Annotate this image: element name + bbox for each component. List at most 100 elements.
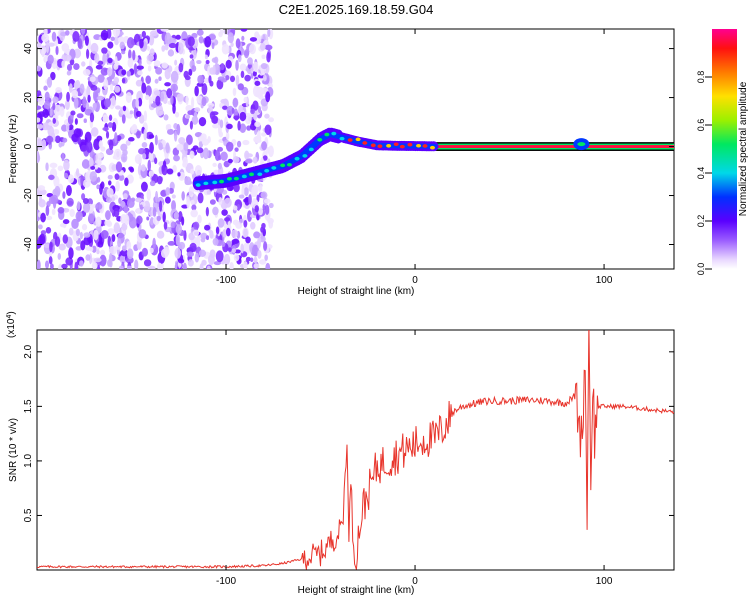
- sweep-peak: [370, 143, 376, 148]
- noise-speckle: [175, 34, 181, 40]
- noise-speckle: [257, 105, 262, 114]
- noise-speckle: [93, 153, 102, 165]
- noise-speckle: [37, 185, 46, 191]
- noise-speckle: [199, 263, 204, 269]
- noise-speckle: [267, 29, 271, 38]
- noise-speckle: [62, 234, 69, 244]
- noise-speckle: [192, 229, 200, 237]
- noise-speckle: [145, 85, 152, 97]
- noise-speckle: [47, 42, 56, 47]
- noise-speckle: [146, 188, 151, 201]
- noise-speckle: [66, 64, 73, 71]
- noise-speckle: [268, 202, 274, 209]
- noise-speckle: [224, 217, 231, 222]
- noise-speckle: [257, 130, 261, 140]
- noise-speckle: [175, 224, 182, 235]
- noise-speckle: [160, 248, 169, 259]
- noise-speckle: [263, 198, 271, 204]
- noise-speckle: [89, 76, 96, 83]
- noise-speckle: [233, 115, 240, 120]
- snr-axes: -100 0 100 0.5 1.0 1.5 2.0: [23, 330, 674, 587]
- noise-speckle: [196, 95, 203, 104]
- noise-speckle: [186, 114, 191, 119]
- noise-speckle: [99, 254, 107, 267]
- noise-speckle: [264, 254, 268, 261]
- noise-speckle: [173, 154, 180, 162]
- noise-speckle: [242, 139, 250, 146]
- noise-speckle: [260, 191, 268, 199]
- sweep-peak: [302, 154, 308, 158]
- noise-speckle: [111, 121, 117, 132]
- noise-speckle: [198, 36, 204, 44]
- noise-speckle: [232, 205, 238, 211]
- noise-speckle: [149, 180, 156, 187]
- noise-speckle: [95, 64, 103, 70]
- noise-speckle: [220, 29, 224, 36]
- noise-speckle: [55, 87, 62, 94]
- noise-speckle: [231, 238, 240, 245]
- noise-speckle: [186, 196, 190, 209]
- noise-speckle: [227, 32, 234, 44]
- noise-speckle: [52, 117, 57, 124]
- noise-speckle: [205, 206, 209, 217]
- noise-speckle: [71, 218, 79, 229]
- noise-speckle: [57, 165, 64, 172]
- noise-speckle: [117, 36, 125, 44]
- colorbar-tick-label: 0.2: [696, 215, 706, 228]
- noise-speckle: [231, 107, 235, 114]
- noise-speckle: [190, 168, 195, 175]
- noise-speckle: [206, 265, 211, 269]
- noise-speckle: [58, 243, 66, 251]
- noise-speckle: [258, 207, 263, 216]
- noise-speckle: [147, 159, 152, 172]
- noise-speckle: [136, 215, 143, 225]
- noise-speckle: [196, 147, 204, 154]
- noise-speckle: [221, 241, 226, 247]
- noise-speckle: [157, 262, 163, 269]
- noise-speckle: [114, 85, 121, 93]
- noise-speckle: [197, 75, 204, 84]
- noise-speckle: [52, 102, 56, 111]
- noise-speckle: [37, 123, 43, 130]
- noise-speckle: [37, 151, 40, 163]
- noise-speckle: [83, 232, 91, 238]
- noise-speckle: [178, 258, 185, 264]
- noise-speckle: [208, 75, 212, 84]
- noise-speckle: [259, 259, 267, 265]
- noise-speckle: [83, 118, 87, 123]
- noise-speckle: [77, 37, 83, 49]
- noise-speckle: [226, 123, 233, 130]
- sweep-peak: [308, 147, 314, 152]
- noise-speckle: [138, 229, 147, 239]
- colorbar-tick-label: 0.4: [696, 167, 706, 180]
- noise-speckle: [129, 110, 134, 115]
- noise-speckle: [235, 74, 240, 87]
- noise-speckle: [254, 33, 262, 45]
- noise-speckle: [167, 49, 175, 57]
- noise-speckle: [82, 69, 91, 76]
- noise-speckle: [170, 94, 174, 105]
- noise-speckle: [187, 110, 194, 116]
- noise-speckle: [143, 200, 151, 212]
- noise-speckle: [176, 93, 184, 102]
- noise-speckle: [108, 253, 113, 264]
- noise-speckle: [50, 263, 54, 269]
- noise-speckle: [72, 31, 80, 42]
- noise-speckle: [223, 253, 231, 266]
- noise-speckle: [201, 96, 207, 107]
- noise-speckle: [246, 125, 252, 131]
- noise-speckle: [147, 265, 156, 269]
- noise-speckle: [267, 145, 274, 158]
- noise-speckle: [119, 254, 127, 264]
- noise-speckle: [158, 200, 163, 212]
- noise-speckle: [243, 228, 248, 238]
- noise-speckle: [223, 197, 232, 208]
- noise-speckle: [247, 63, 253, 69]
- noise-speckle: [252, 85, 260, 97]
- noise-speckle: [45, 41, 50, 54]
- noise-speckle: [147, 65, 152, 72]
- noise-speckle: [254, 121, 261, 128]
- noise-speckle: [81, 193, 86, 201]
- noise-speckle: [162, 211, 166, 223]
- noise-speckle: [68, 247, 74, 260]
